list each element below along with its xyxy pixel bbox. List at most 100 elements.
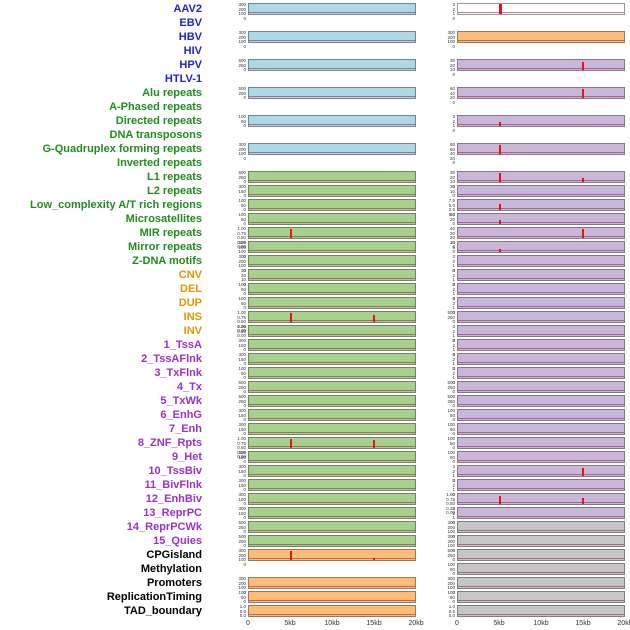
track-plot-left: [248, 171, 416, 183]
track-row: MIR repeats 1.00 0.75 0.50 0.25 0.00 40 30 20 10 0: [0, 226, 630, 249]
y-axis-left: 300 150 0: [205, 464, 248, 478]
y-tick-label: 0: [243, 179, 246, 184]
track-plot-right: [457, 227, 625, 239]
track-plot-right: [457, 45, 625, 57]
y-tick-label: 150: [238, 426, 246, 432]
y-tick-label: 1.00: [237, 324, 246, 329]
y-tick-label: 0.50: [237, 319, 246, 324]
y-tick-label: 0.00: [237, 333, 246, 338]
y-tick-label: 150: [238, 482, 246, 488]
track-plot-left: [248, 87, 416, 99]
y-tick-label: 250: [447, 552, 455, 558]
row-label: Mirror repeats: [128, 241, 202, 253]
y-axis-right: 300 200 100 0: [416, 30, 457, 48]
y-tick-label: 200: [447, 34, 455, 40]
track-plot-right: [457, 451, 625, 463]
y-tick-label: 100: [238, 249, 246, 254]
y-tick-label: 3: [452, 506, 455, 511]
track-plot-right: [457, 171, 625, 183]
y-axis-right: 100 50 0: [416, 450, 457, 464]
y-tick-label: 3: [452, 366, 455, 371]
y-axis-left: 300 150 0: [205, 478, 248, 492]
y-tick-label: 250: [447, 314, 455, 320]
track-row: DNA transposons: [0, 128, 630, 142]
track-plot-left: [248, 549, 416, 561]
y-tick-label: 3: [452, 338, 455, 343]
row-label: AAV2: [173, 3, 202, 15]
y-tick-label: 7.5: [448, 198, 455, 203]
track-row: Methylation 100 50 0: [0, 562, 630, 576]
y-axis-right: 100 50 0: [416, 436, 457, 450]
y-axis-right: 100 50 0: [416, 408, 457, 422]
y-tick-label: 500: [238, 534, 246, 539]
y-axis-left: 1.00 0.50 0.00: [205, 324, 248, 338]
signal-baseline: [458, 264, 624, 265]
signal-peak: [289, 312, 292, 322]
y-tick-label: 0: [243, 95, 246, 100]
track-plot-left: [248, 45, 416, 57]
x-tick-label: 0: [246, 620, 250, 627]
y-axis-left: 500 250 0: [205, 520, 248, 534]
track-plot-left: [248, 325, 416, 337]
y-tick-label: 0.00: [237, 454, 246, 459]
signal-peak: [581, 177, 584, 182]
track-row: INV 1.00 0.50 0.00 3 2 1 0: [0, 324, 630, 342]
track-plot-right: [457, 17, 625, 29]
row-label: INV: [183, 325, 202, 337]
y-tick-label: 250: [238, 62, 246, 68]
y-tick-label: 0.0: [239, 613, 246, 618]
y-tick-label: 0: [243, 347, 246, 352]
signal-peak: [289, 438, 292, 448]
y-tick-label: 150: [238, 510, 246, 516]
y-tick-label: 100: [447, 590, 455, 595]
track-row: 3_TxFlnk 100 50 0 3 2 1 0: [0, 366, 630, 384]
y-tick-label: 300: [238, 478, 246, 483]
track-plot-right: [457, 129, 625, 141]
y-tick-label: 2.5: [448, 207, 455, 212]
row-label: TAD_boundary: [123, 605, 202, 617]
y-tick-label: 200: [238, 6, 246, 12]
y-tick-label: 3: [452, 296, 455, 301]
y-tick-label: 2: [452, 342, 455, 348]
track-plot-left: [248, 59, 416, 71]
row-label: 3_TxFlnk: [154, 367, 202, 379]
y-tick-label: 0: [452, 309, 455, 315]
track-plot-right: [457, 521, 625, 533]
row-label: 5_TxWk: [160, 395, 202, 407]
y-axis-left: 300 200 100 0: [205, 576, 248, 594]
signal-peak: [581, 229, 584, 238]
y-axis-right: 30 20 10 0: [416, 58, 457, 76]
x-tick-label: 10kb: [324, 620, 340, 627]
y-tick-label: 0: [243, 155, 246, 161]
y-tick-label: 20: [449, 216, 455, 222]
signal-baseline: [458, 488, 624, 489]
row-label: HPV: [179, 59, 202, 71]
y-tick-label: 2: [452, 468, 455, 474]
y-tick-label: 250: [238, 90, 246, 96]
track-plot-left: [248, 367, 416, 379]
y-axis-left: 300 150 0: [205, 506, 248, 520]
signal-baseline: [249, 614, 415, 615]
row-label: DEL: [180, 283, 202, 295]
y-tick-label: 0: [452, 599, 455, 604]
y-tick-label: 0: [452, 571, 455, 576]
signal-baseline: [249, 320, 415, 321]
row-label: Directed repeats: [115, 115, 202, 127]
signal-baseline: [249, 124, 415, 125]
signal-baseline: [458, 222, 624, 223]
y-tick-label: 10: [449, 239, 455, 245]
signal-peak: [498, 173, 501, 182]
y-tick-label: 150: [238, 496, 246, 502]
y-tick-label: 0.25: [237, 449, 246, 455]
y-tick-label: 0: [452, 43, 455, 49]
y-tick-label: 100: [447, 450, 455, 455]
y-axis-left: 300 150 0: [205, 352, 248, 366]
row-label: L1 repeats: [146, 171, 202, 183]
y-axis-left: 300 150 0: [205, 408, 248, 422]
y-tick-label: 2: [452, 272, 455, 278]
track-row: Promoters 300 200 100 0 300 200 100 0: [0, 576, 630, 594]
y-tick-label: 0: [452, 281, 455, 287]
y-tick-label: 500: [447, 548, 455, 553]
signal-baseline: [249, 222, 415, 223]
